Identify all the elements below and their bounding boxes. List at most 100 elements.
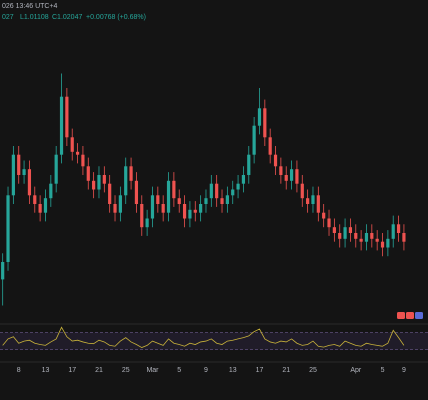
candle-body (92, 180, 96, 190)
candle-body (70, 137, 74, 152)
candle-body (1, 262, 5, 280)
candle-body (359, 238, 363, 242)
candle-body (156, 195, 160, 204)
change-label: +0.00768 (+0.68%) (86, 14, 146, 21)
candle-body (161, 204, 165, 213)
candle-body (129, 166, 133, 181)
x-tick-label: 5 (177, 367, 181, 374)
candle-body (81, 154, 85, 167)
x-tick-label: Apr (350, 367, 362, 374)
close-label: C1.02047 (52, 14, 82, 21)
x-tick-label: 25 (122, 367, 130, 374)
candle-body (182, 204, 187, 219)
candle-body (231, 189, 235, 196)
indicator-line (2, 326, 405, 348)
candle-body (193, 209, 197, 213)
candle-body (27, 169, 32, 196)
x-tick-label: 17 (68, 367, 76, 374)
candle-body (364, 233, 369, 242)
candle-body (295, 169, 299, 184)
candle-body (257, 108, 262, 126)
candle-body (375, 238, 379, 242)
candle-body (11, 154, 15, 196)
candle-body (380, 241, 385, 248)
candle-body (263, 108, 267, 138)
candle-body (220, 198, 224, 204)
candle-body (134, 180, 139, 204)
candle-body (316, 195, 320, 213)
candle-body (54, 154, 58, 184)
x-tick-label: Mar (146, 367, 159, 374)
candle-body (86, 166, 90, 181)
badge (397, 312, 405, 319)
candle-body (209, 183, 213, 199)
time-label: 026 13:46 UTC+4 (2, 3, 58, 10)
candle-body (102, 175, 106, 184)
candle-body (343, 227, 347, 239)
candle-body (204, 198, 208, 204)
candle-body (289, 169, 294, 181)
x-tick-label: 17 (256, 367, 264, 374)
badge (406, 312, 414, 319)
x-tick-label: 8 (17, 367, 21, 374)
candle-body (332, 227, 336, 233)
candle-body (75, 151, 80, 155)
candle-body (215, 183, 219, 199)
candle-body (284, 175, 288, 181)
candle-body (145, 218, 149, 228)
low-label: L1.01108 (20, 14, 49, 21)
open-label: 027 (2, 14, 14, 21)
candle-body (108, 183, 112, 204)
candle-body (338, 233, 342, 239)
candle-body (391, 224, 395, 239)
candle-body (124, 166, 128, 196)
candle-body (396, 224, 401, 233)
x-tick-label: 9 (204, 367, 208, 374)
candle-body (386, 238, 390, 248)
candle-body (279, 166, 283, 175)
candle-body (59, 96, 64, 155)
candle-body (33, 195, 37, 204)
candle-body (22, 169, 26, 175)
candle-body (247, 154, 251, 175)
candle-body (268, 137, 272, 155)
candle-body (140, 204, 144, 228)
candle-body (113, 204, 117, 213)
candle-body (306, 198, 310, 204)
candle-body (225, 195, 229, 204)
candle-body (49, 183, 53, 199)
candle-body (65, 96, 69, 138)
candle-body (150, 195, 155, 219)
candle-body (97, 175, 101, 190)
x-tick-label: 13 (42, 367, 50, 374)
x-tick-label: 21 (95, 367, 103, 374)
candle-body (354, 233, 358, 239)
candle-body (348, 227, 353, 233)
candle-body (402, 233, 406, 242)
candle-body (172, 180, 176, 199)
candle-body (370, 233, 374, 239)
candle-body (177, 198, 181, 204)
candle-body (17, 154, 21, 175)
candle-body (236, 183, 240, 190)
candle-body (166, 180, 171, 213)
x-tick-label: 21 (282, 367, 290, 374)
candle-body (38, 204, 42, 213)
x-tick-label: 5 (381, 367, 385, 374)
candle-body (6, 195, 10, 262)
candle-body (327, 218, 331, 228)
candle-body (273, 154, 278, 167)
x-tick-label: 9 (402, 367, 406, 374)
candle-body (311, 195, 315, 204)
candle-body (241, 175, 246, 184)
candle-body (43, 198, 48, 213)
candle-body (322, 212, 326, 219)
candle-body (199, 204, 203, 213)
candle-body (118, 195, 122, 213)
badge (415, 312, 423, 319)
x-tick-label: 13 (229, 367, 237, 374)
candle-body (300, 183, 304, 199)
candle-body (188, 209, 192, 219)
candle-body (252, 125, 256, 155)
